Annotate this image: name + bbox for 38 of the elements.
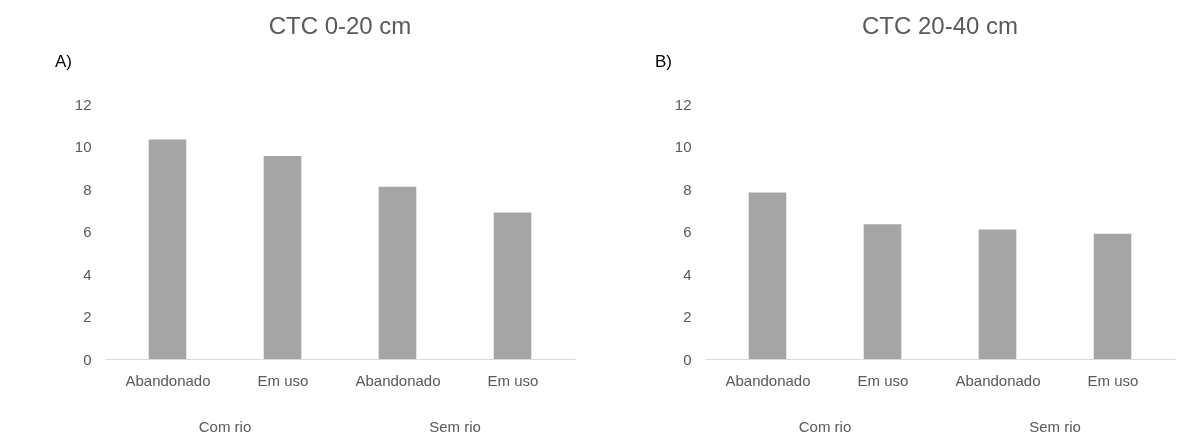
bar [493,212,532,359]
y-tick-label: 12 [674,95,692,113]
bar [378,186,417,359]
text: Sem rio [1029,418,1081,435]
x-tick-label: Abandonado [355,371,441,389]
x-tick-label: Em uso [857,371,909,389]
y-tick-label: 4 [683,265,692,283]
x-tick-label: Abandonado [725,371,811,389]
y-tick-label: 0 [83,350,92,368]
text: A) [55,52,72,71]
chart-title: CTC 0-20 cm [268,12,412,39]
x-tick-label: Em uso [257,371,309,389]
y-tick-label: 10 [674,138,692,155]
x-tick-label: Em uso [487,371,539,389]
chart-title: CTC 20-40 cm [861,12,1019,39]
x-tick-label: Abandonado [955,371,1041,389]
y-tick-label: 10 [74,138,92,155]
y-tick-label: 6 [683,223,692,240]
text: Com rio [198,418,252,435]
bar [263,156,302,359]
bar [748,192,787,359]
y-tick-label: 12 [74,95,92,113]
bar [148,139,187,359]
x-tick-label: Em uso [1087,371,1139,389]
y-tick-label: 8 [83,180,92,198]
text: Com rio [798,418,852,435]
text: Sem rio [429,418,481,435]
bar [863,224,902,359]
text: B) [655,52,672,71]
bar [1093,233,1132,359]
y-tick-label: 4 [83,265,92,283]
y-tick-label: 2 [83,308,92,325]
y-tick-label: 2 [683,308,692,325]
bar [978,229,1017,359]
y-tick-label: 6 [83,223,92,240]
y-tick-label: 0 [683,350,692,368]
y-tick-label: 8 [683,180,692,198]
x-tick-label: Abandonado [125,371,211,389]
